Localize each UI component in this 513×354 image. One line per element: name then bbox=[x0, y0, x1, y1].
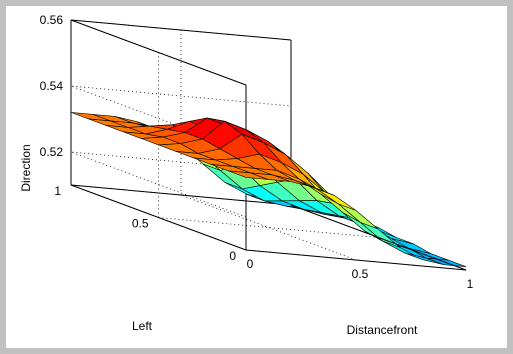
axis-box-edge bbox=[70, 19, 247, 86]
z-axis-label: Direction bbox=[19, 144, 33, 191]
axis-box-edge bbox=[290, 204, 467, 271]
z-tick-label: 0.56 bbox=[40, 13, 64, 27]
y-tick-label: 1 bbox=[54, 184, 61, 198]
surface-mesh bbox=[70, 112, 467, 267]
z-tick-label: 0.52 bbox=[40, 145, 64, 159]
x-tick-label: 0.5 bbox=[352, 267, 369, 281]
axis-box-edge bbox=[245, 249, 467, 271]
x-axis-label: Distancefront bbox=[347, 323, 418, 337]
axis-box-edge bbox=[70, 19, 292, 41]
grid-line bbox=[158, 217, 379, 238]
y-tick-label: 0 bbox=[229, 249, 236, 263]
y-axis-label: Left bbox=[132, 319, 153, 333]
axes-box-front bbox=[245, 204, 467, 271]
y-tick-label: 0.5 bbox=[132, 217, 149, 231]
tick-labels: 0.52 0.54 0.56 0 0.5 1 0 0.5 1 bbox=[40, 13, 474, 291]
x-tick-label: 1 bbox=[467, 277, 474, 291]
grid-line bbox=[70, 184, 292, 206]
x-tick-label: 0 bbox=[247, 257, 254, 271]
z-tick-label: 0.54 bbox=[40, 79, 64, 93]
